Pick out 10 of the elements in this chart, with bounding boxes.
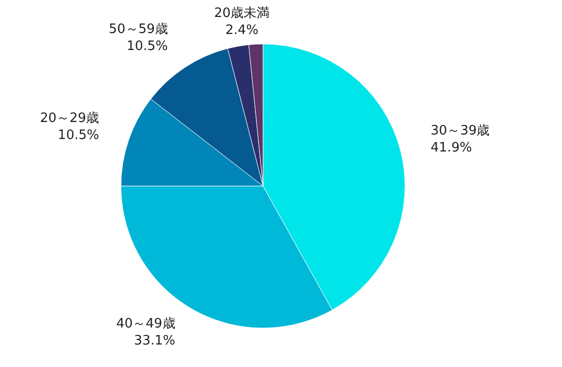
data-label: 33.1% <box>134 333 176 348</box>
slice-label: 20歳未満 <box>214 6 270 22</box>
data-label: 10.5% <box>58 128 100 143</box>
data-label: 2.4% <box>225 23 258 38</box>
data-label: 10.5% <box>126 39 168 54</box>
data-label: 41.9% <box>430 140 472 156</box>
slice-label: 40～49歳 <box>116 316 176 332</box>
slice-label: 30～39歳 <box>430 123 490 138</box>
slice-label: 50～59歳 <box>108 22 168 38</box>
slice-label: 20～29歳 <box>40 110 100 126</box>
